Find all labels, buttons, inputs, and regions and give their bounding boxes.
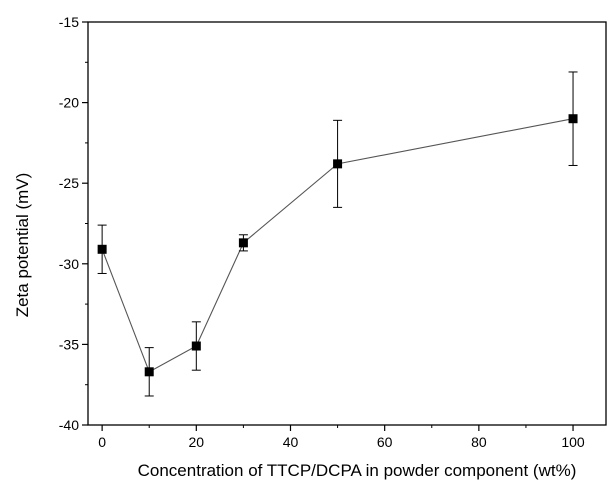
series-line — [101, 118, 574, 373]
y-tick-label: -25 — [59, 175, 79, 191]
x-tick-label: 100 — [561, 434, 585, 450]
y-tick-label: -35 — [59, 336, 79, 352]
x-axis-label: Concentration of TTCP/DCPA in powder com… — [138, 461, 577, 480]
y-tick-label: -20 — [59, 95, 79, 111]
x-tick-label: 0 — [98, 434, 106, 450]
x-tick-label: 20 — [189, 434, 205, 450]
y-tick-label: -40 — [59, 417, 79, 433]
error-bars-group — [97, 71, 578, 397]
x-tick-label: 60 — [377, 434, 393, 450]
y-axis-label: Zeta potential (mV) — [13, 173, 32, 318]
data-point — [97, 244, 107, 254]
axis-ticks: 0 20 40 60 80 100 -40 -35 -30 -25 -20 -15 — [59, 14, 585, 450]
y-tick-label: -30 — [59, 256, 79, 272]
x-tick-label: 40 — [283, 434, 299, 450]
plot-frame — [87, 21, 607, 426]
data-points-group — [97, 114, 578, 377]
series-line-group — [101, 118, 574, 373]
y-tick-label: -15 — [59, 14, 79, 30]
data-point — [568, 114, 578, 124]
data-point — [238, 238, 248, 248]
data-point — [333, 159, 343, 169]
x-tick-label: 80 — [471, 434, 487, 450]
data-point — [191, 341, 201, 351]
data-point — [144, 367, 154, 377]
plot-border — [87, 21, 607, 426]
